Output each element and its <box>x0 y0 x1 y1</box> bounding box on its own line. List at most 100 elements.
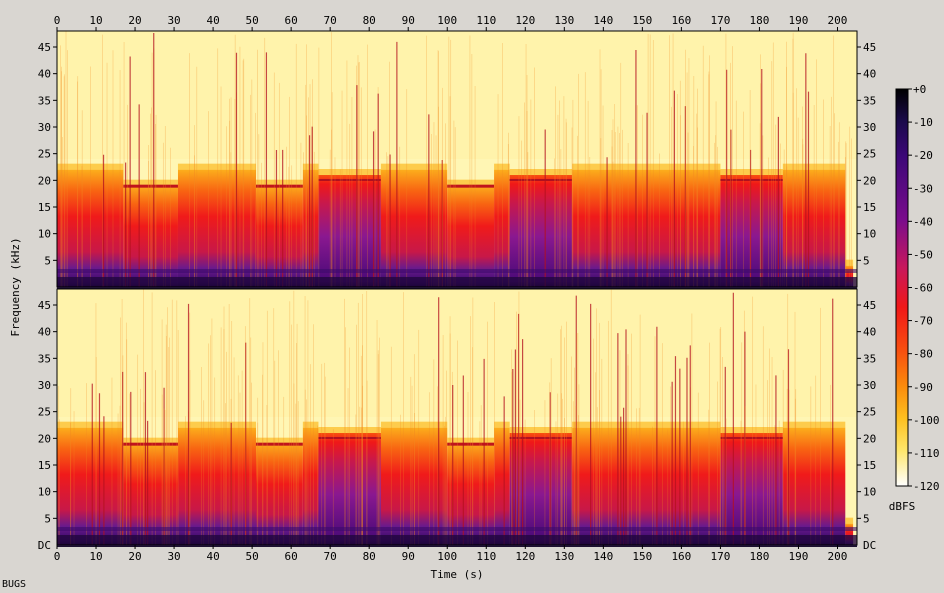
x-tick-label-bottom: 90 <box>402 550 415 563</box>
spectral-segment <box>302 169 319 287</box>
tone-line <box>123 184 178 188</box>
colorbar-tick-label: -60 <box>913 282 933 295</box>
spectral-segment <box>572 427 721 545</box>
segment-transition <box>572 421 721 428</box>
colorbar-tick-label: -70 <box>913 315 933 328</box>
x-tick-label-top: 150 <box>632 14 652 27</box>
colorbar-tick-label: -100 <box>913 414 940 427</box>
x-tick-label-bottom: 50 <box>245 550 258 563</box>
y-tick-label-right: 40 <box>863 68 876 81</box>
x-tick-label-top: 20 <box>128 14 141 27</box>
segment-transition <box>494 163 510 170</box>
segment-transition <box>256 437 303 444</box>
spectral-segment <box>177 169 257 287</box>
y-tick-label-left: 5 <box>44 512 51 525</box>
low-frequency-band <box>57 527 857 531</box>
tone-line <box>256 184 303 188</box>
x-tick-label-bottom: 40 <box>206 550 219 563</box>
colorbar-tick-label: +0 <box>913 83 926 96</box>
tone-line <box>123 442 178 446</box>
y-tick-label-left: 20 <box>38 174 51 187</box>
x-tick-label-bottom: 190 <box>789 550 809 563</box>
low-frequency-band <box>57 277 857 287</box>
x-tick-label-bottom: 60 <box>285 550 298 563</box>
x-tick-label-bottom: 180 <box>750 550 770 563</box>
y-tick-label-left: 10 <box>38 228 51 241</box>
colorbar-label: dBFS <box>889 500 916 513</box>
colorbar-tick-label: -40 <box>913 215 933 228</box>
x-tick-label-top: 60 <box>285 14 298 27</box>
segment-transition <box>447 179 495 186</box>
spectral-segment <box>509 175 573 287</box>
spectral-segment <box>57 169 124 287</box>
y-tick-label-right: 40 <box>863 326 876 339</box>
y-tick-label-right: 15 <box>863 459 876 472</box>
y-tick-label-right: 30 <box>863 379 876 392</box>
colorbar-tick-label: -80 <box>913 348 933 361</box>
tone-line <box>720 437 783 439</box>
y-tick-label-left: 40 <box>38 68 51 81</box>
x-tick-label-top: 80 <box>363 14 376 27</box>
x-tick-label-bottom: 70 <box>324 550 337 563</box>
y-tick-label-left: 30 <box>38 121 51 134</box>
spectral-segment <box>845 523 854 545</box>
segment-transition <box>380 163 448 170</box>
x-tick-label-top: 120 <box>515 14 535 27</box>
colorbar: dBFS +0 -10 -20 -30 -40 -50 -60 -70 -80 -90 -100 -1… <box>889 83 940 513</box>
y-tick-label-right: 35 <box>863 94 876 107</box>
y-tick-label-right: 20 <box>863 432 876 445</box>
x-tick-label-top: 0 <box>54 14 61 27</box>
y-tick-label-left: 35 <box>38 94 51 107</box>
tone-line <box>720 179 783 181</box>
y-tick-label-right: 45 <box>863 299 876 312</box>
y-tick-label-right: 30 <box>863 121 876 134</box>
x-tick-label-top: 170 <box>710 14 730 27</box>
y-tick-label-right: 5 <box>863 254 870 267</box>
tone-line <box>318 179 381 181</box>
x-tick-label-bottom: 160 <box>671 550 691 563</box>
x-tick-label-top: 190 <box>789 14 809 27</box>
x-tick-label-top: 90 <box>402 14 415 27</box>
y-tick-label-left: 5 <box>44 254 51 267</box>
spectral-segment <box>380 169 448 287</box>
y-tick-label-right: 35 <box>863 352 876 365</box>
y-tick-label-left: 15 <box>38 459 51 472</box>
spectral-segment <box>509 433 573 545</box>
low-frequency-band <box>57 535 857 545</box>
segment-transition <box>720 427 783 433</box>
tone-line <box>447 442 495 446</box>
segment-transition <box>177 163 257 170</box>
spectral-segment <box>720 433 783 545</box>
spectral-segment <box>782 169 846 287</box>
segment-transition <box>177 421 257 428</box>
x-tick-label-top: 50 <box>245 14 258 27</box>
y-axis-label: Frequency (kHz) <box>9 237 22 336</box>
spectral-segment <box>845 265 854 287</box>
colorbar-gradient <box>895 88 909 487</box>
colorbar-tick-label: -110 <box>913 447 940 460</box>
x-tick-label-bottom: 150 <box>632 550 652 563</box>
segment-transition <box>494 421 510 428</box>
x-tick-label-top: 180 <box>750 14 770 27</box>
segment-transition <box>447 437 495 444</box>
x-tick-label-bottom: 200 <box>828 550 848 563</box>
dc-label-right: DC <box>863 539 876 552</box>
y-tick-label-right: 5 <box>863 512 870 525</box>
spectral-segment <box>380 427 448 545</box>
x-tick-label-top: 100 <box>437 14 457 27</box>
segment-transition <box>845 259 854 266</box>
segment-transition <box>302 421 319 428</box>
y-tick-label-right: 10 <box>863 486 876 499</box>
y-tick-label-left: 30 <box>38 379 51 392</box>
x-tick-label-bottom: 10 <box>89 550 102 563</box>
segment-transition <box>318 169 381 175</box>
colorbar-tick-label: -120 <box>913 480 940 493</box>
tone-line <box>509 437 573 439</box>
y-tick-label-left: 25 <box>38 406 51 419</box>
spectral-segment <box>177 427 257 545</box>
x-tick-label-bottom: 30 <box>167 550 180 563</box>
colorbar-tick-label: -50 <box>913 248 933 261</box>
x-tick-label-top: 40 <box>206 14 219 27</box>
x-axis-label: Time (s) <box>431 568 484 581</box>
spectral-segment <box>318 175 381 287</box>
